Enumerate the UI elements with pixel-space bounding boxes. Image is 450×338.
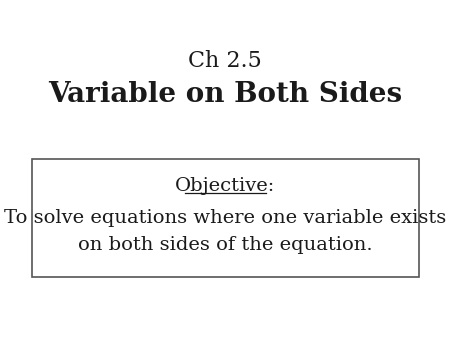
Text: To solve equations where one variable exists: To solve equations where one variable ex… [4,209,446,227]
Text: Ch 2.5: Ch 2.5 [188,50,262,72]
Text: Objective:: Objective: [175,177,275,195]
FancyBboxPatch shape [32,159,419,277]
Text: on both sides of the equation.: on both sides of the equation. [78,236,372,254]
Text: Variable on Both Sides: Variable on Both Sides [48,81,402,108]
